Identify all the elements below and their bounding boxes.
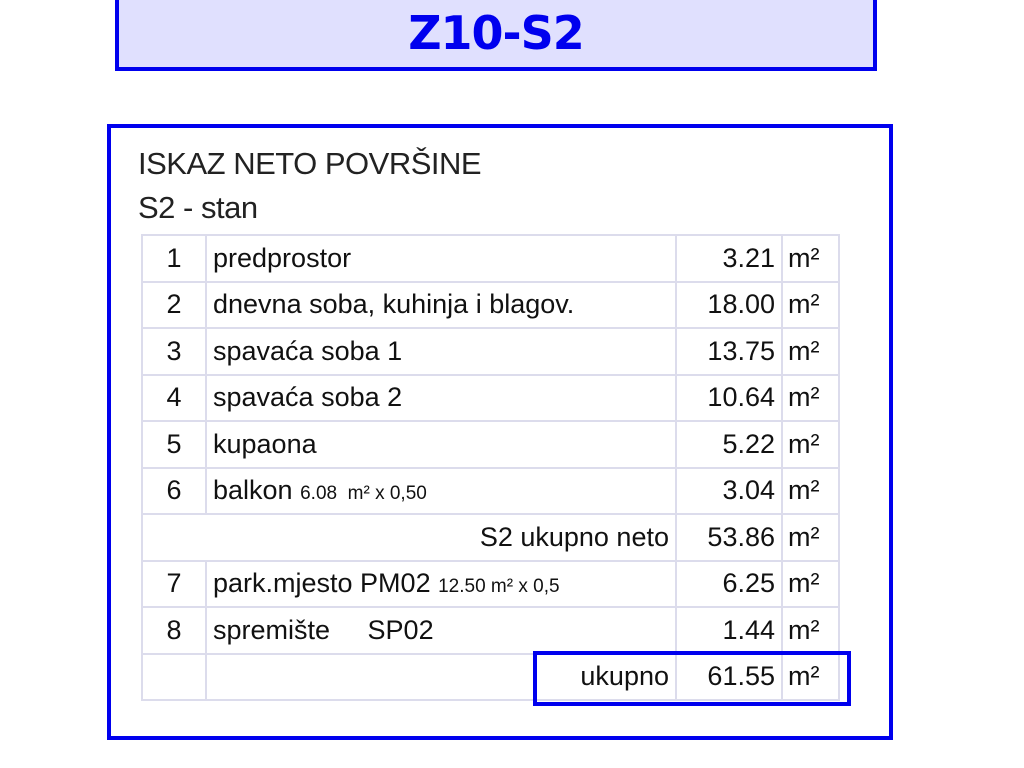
table-row: 7 park.mjesto PM02 12.50 m² x 0,5 6.25 m… bbox=[141, 559, 840, 608]
total-label: ukupno bbox=[205, 652, 677, 701]
calc-note: 12.50 m² x 0,5 bbox=[438, 576, 560, 598]
room-name: spavaća soba 1 bbox=[205, 327, 677, 376]
total-row: ukupno 61.55 m² bbox=[141, 652, 840, 701]
table-row: 2 dnevna soba, kuhinja i blagov. 18.00 m… bbox=[141, 280, 840, 329]
unit: m² bbox=[781, 420, 840, 469]
unit: m² bbox=[781, 606, 840, 655]
row-number: 3 bbox=[141, 327, 207, 376]
table-row: 1 predprostor 3.21 m² bbox=[141, 234, 840, 283]
unit: m² bbox=[781, 234, 840, 283]
area-value: 3.21 bbox=[675, 234, 783, 283]
area-value: 5.22 bbox=[675, 420, 783, 469]
unit: m² bbox=[781, 652, 840, 701]
subheading: S2 - stan bbox=[138, 190, 258, 225]
area-table: 1 predprostor 3.21 m² 2 dnevna soba, kuhi… bbox=[141, 234, 840, 701]
area-value: 6.25 bbox=[675, 559, 783, 608]
table-row: 8 spremište SP02 1.44 m² bbox=[141, 606, 840, 655]
room-name: kupaona bbox=[205, 420, 677, 469]
area-value: 3.04 bbox=[675, 466, 783, 515]
heading: ISKAZ NETO POVRŠINE bbox=[138, 146, 482, 181]
row-number: 1 bbox=[141, 234, 207, 283]
unit: m² bbox=[781, 280, 840, 329]
room-name: dnevna soba, kuhinja i blagov. bbox=[205, 280, 677, 329]
row-number: 5 bbox=[141, 420, 207, 469]
room-name: spremište SP02 bbox=[205, 606, 677, 655]
table-row: 3 spavaća soba 1 13.75 m² bbox=[141, 327, 840, 376]
row-number: 8 bbox=[141, 606, 207, 655]
table-row: 4 spavaća soba 2 10.64 m² bbox=[141, 373, 840, 422]
row-number: 6 bbox=[141, 466, 207, 515]
room-name: predprostor bbox=[205, 234, 677, 283]
area-value: 13.75 bbox=[675, 327, 783, 376]
unit: m² bbox=[781, 373, 840, 422]
total-highlight bbox=[533, 651, 851, 706]
area-value: 1.44 bbox=[675, 606, 783, 655]
subtotal-value: 53.86 bbox=[675, 513, 783, 562]
calc-note: 6.08 m² x 0,50 bbox=[300, 483, 427, 505]
subtotal-row: S2 ukupno neto 53.86 m² bbox=[141, 513, 840, 562]
total-value: 61.55 bbox=[675, 652, 783, 701]
unit: m² bbox=[781, 559, 840, 608]
table-row: 6 balkon 6.08 m² x 0,50 3.04 m² bbox=[141, 466, 840, 515]
row-number: 7 bbox=[141, 559, 207, 608]
table-row: 5 kupaona 5.22 m² bbox=[141, 420, 840, 469]
unit: m² bbox=[781, 513, 840, 562]
room-name: balkon 6.08 m² x 0,50 bbox=[205, 466, 677, 515]
unit: m² bbox=[781, 327, 840, 376]
room-name: park.mjesto PM02 12.50 m² x 0,5 bbox=[205, 559, 677, 608]
row-number: 2 bbox=[141, 280, 207, 329]
room-name: spavaća soba 2 bbox=[205, 373, 677, 422]
area-value: 10.64 bbox=[675, 373, 783, 422]
page-title: Z10-S2 bbox=[408, 6, 585, 60]
subtotal-label: S2 ukupno neto bbox=[141, 513, 677, 562]
area-value: 18.00 bbox=[675, 280, 783, 329]
row-number: 4 bbox=[141, 373, 207, 422]
unit: m² bbox=[781, 466, 840, 515]
title-box: Z10-S2 bbox=[115, 0, 877, 71]
